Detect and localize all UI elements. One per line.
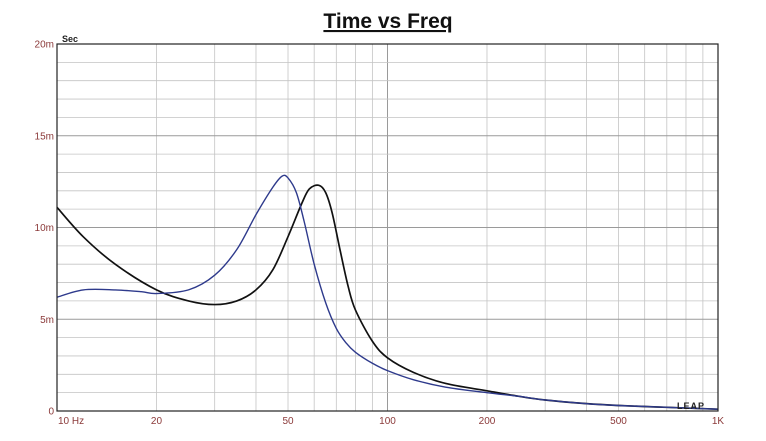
y-tick-label: 0	[48, 407, 54, 418]
grid-layer	[56, 43, 719, 412]
y-tick-label: 5m	[40, 315, 54, 326]
x-tick-label: 200	[479, 416, 496, 427]
series-layer	[56, 174, 719, 411]
y-tick-label: 10m	[35, 223, 54, 234]
series-line-2	[56, 174, 719, 410]
leap-logo: LEAP	[677, 401, 705, 411]
y-tick-label: 15m	[35, 131, 54, 142]
x-tick-label: 50	[282, 416, 294, 427]
chart-title: Time vs Freq	[323, 10, 452, 33]
plot-frame	[56, 43, 719, 412]
x-tick-label: 20	[151, 416, 163, 427]
y-tick-label: 20m	[35, 40, 54, 51]
x-tick-label: 500	[610, 416, 627, 427]
y-axis-unit-label: Sec	[62, 34, 78, 44]
tick-layer: 0 5m 10m 15m 20m 10 Hz 20 50 100 200 500 1K	[35, 40, 725, 428]
x-tick-label: 100	[379, 416, 396, 427]
x-tick-label: 10 Hz	[58, 416, 84, 427]
x-tick-label: 1K	[712, 416, 725, 427]
